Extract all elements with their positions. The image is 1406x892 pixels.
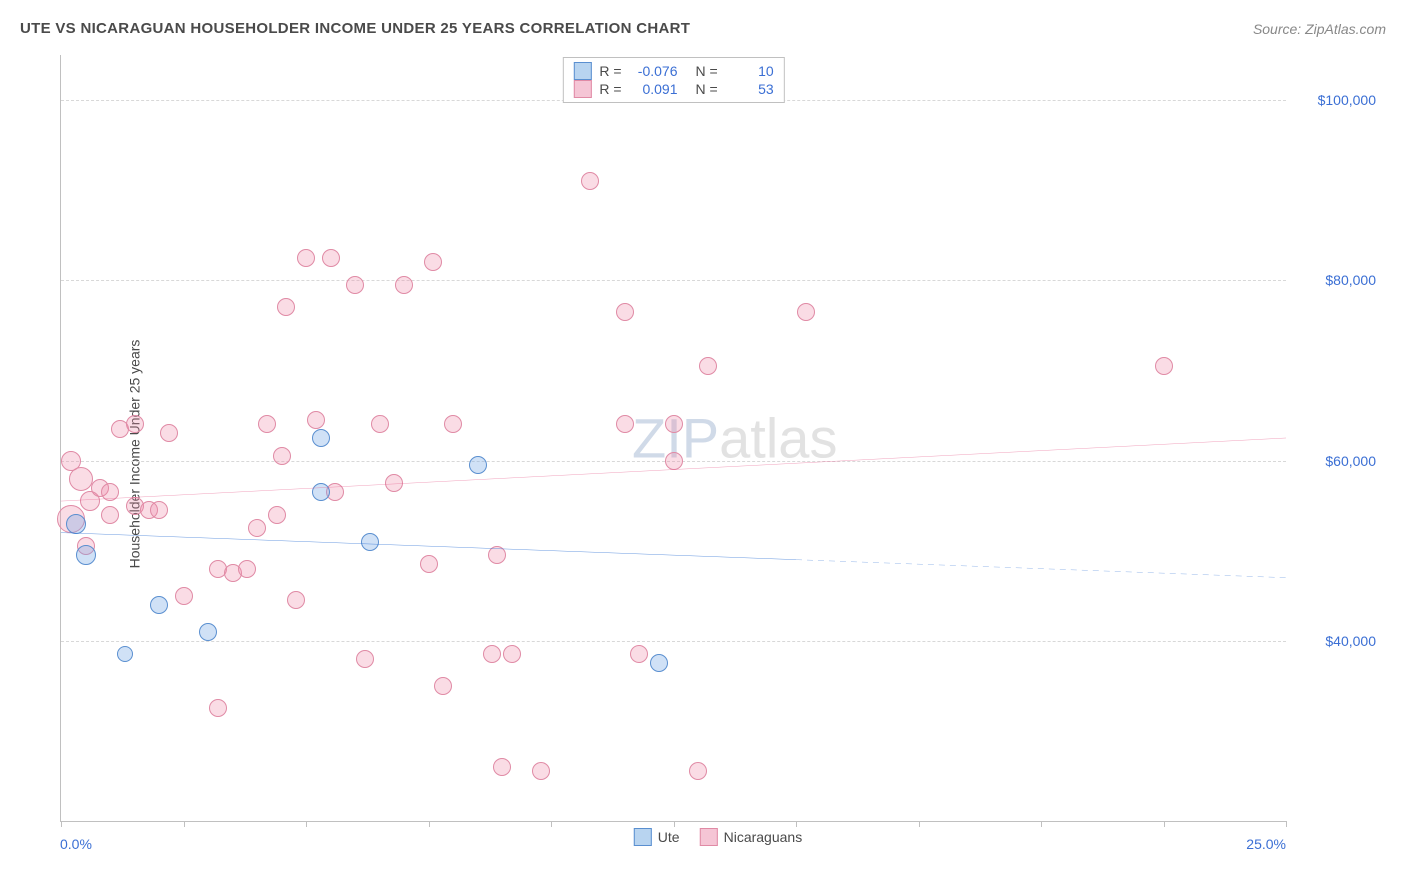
data-point	[322, 249, 340, 267]
legend-series-item: Ute	[634, 828, 680, 846]
data-point	[101, 506, 119, 524]
trend-line	[61, 438, 1286, 501]
data-point	[395, 276, 413, 294]
data-point	[277, 298, 295, 316]
data-point	[199, 623, 217, 641]
y-tick-label: $40,000	[1296, 633, 1376, 649]
data-point	[126, 415, 144, 433]
data-point	[483, 645, 501, 663]
legend-swatch	[573, 80, 591, 98]
data-point	[150, 596, 168, 614]
x-tick	[796, 821, 797, 827]
x-axis-min-label: 0.0%	[60, 836, 92, 852]
gridline	[61, 280, 1286, 281]
legend-correlation-row: R = 0.091 N = 53	[573, 80, 773, 98]
data-point	[689, 762, 707, 780]
data-point	[444, 415, 462, 433]
chart-container: Householder Income Under 25 years ZIPatl…	[50, 55, 1386, 852]
legend-n-value: 53	[726, 81, 774, 97]
data-point	[297, 249, 315, 267]
legend-r-label: R =	[599, 63, 621, 79]
chart-header: UTE VS NICARAGUAN HOUSEHOLDER INCOME UND…	[20, 20, 1386, 37]
y-tick-label: $60,000	[1296, 453, 1376, 469]
data-point	[665, 452, 683, 470]
legend-series-label: Ute	[658, 829, 680, 845]
trend-line	[796, 560, 1286, 578]
legend-r-value: -0.076	[630, 63, 678, 79]
data-point	[117, 646, 133, 662]
data-point	[616, 415, 634, 433]
x-tick	[1164, 821, 1165, 827]
data-point	[424, 253, 442, 271]
legend-correlation-row: R = -0.076 N = 10	[573, 62, 773, 80]
data-point	[273, 447, 291, 465]
legend-r-value: 0.091	[630, 81, 678, 97]
x-tick	[674, 821, 675, 827]
legend-n-value: 10	[726, 63, 774, 79]
data-point	[312, 483, 330, 501]
y-tick-label: $100,000	[1296, 92, 1376, 108]
x-tick	[184, 821, 185, 827]
data-point	[434, 677, 452, 695]
data-point	[361, 533, 379, 551]
data-point	[371, 415, 389, 433]
data-point	[160, 424, 178, 442]
x-tick	[1286, 821, 1287, 827]
plot-area: ZIPatlas R =-0.076N =10R =0.091N =53 $40…	[60, 55, 1286, 822]
data-point	[616, 303, 634, 321]
data-point	[699, 357, 717, 375]
data-point	[420, 555, 438, 573]
data-point	[248, 519, 266, 537]
correlation-legend: R = -0.076 N = 10 R = 0.091 N = 53	[562, 57, 784, 103]
data-point	[76, 545, 96, 565]
x-tick	[919, 821, 920, 827]
data-point	[650, 654, 668, 672]
legend-series-label: Nicaraguans	[724, 829, 803, 845]
data-point	[287, 591, 305, 609]
legend-swatch	[573, 62, 591, 80]
data-point	[385, 474, 403, 492]
data-point	[581, 172, 599, 190]
legend-swatch	[634, 828, 652, 846]
chart-source: Source: ZipAtlas.com	[1253, 21, 1386, 37]
x-tick	[306, 821, 307, 827]
x-tick	[551, 821, 552, 827]
data-point	[268, 506, 286, 524]
chart-title: UTE VS NICARAGUAN HOUSEHOLDER INCOME UND…	[20, 20, 690, 37]
legend-r-label: R =	[599, 81, 621, 97]
data-point	[312, 429, 330, 447]
data-point	[101, 483, 119, 501]
x-tick	[61, 821, 62, 827]
data-point	[209, 699, 227, 717]
data-point	[503, 645, 521, 663]
y-tick-label: $80,000	[1296, 272, 1376, 288]
data-point	[356, 650, 374, 668]
series-legend: Ute Nicaraguans	[634, 828, 802, 846]
data-point	[150, 501, 168, 519]
legend-swatch	[700, 828, 718, 846]
data-point	[346, 276, 364, 294]
data-point	[69, 467, 93, 491]
data-point	[488, 546, 506, 564]
x-tick	[1041, 821, 1042, 827]
data-point	[797, 303, 815, 321]
data-point	[238, 560, 256, 578]
x-axis-max-label: 25.0%	[1246, 836, 1286, 852]
legend-series-item: Nicaraguans	[700, 828, 803, 846]
legend-n-label: N =	[696, 63, 718, 79]
data-point	[307, 411, 325, 429]
data-point	[175, 587, 193, 605]
x-tick	[429, 821, 430, 827]
legend-n-label: N =	[696, 81, 718, 97]
data-point	[258, 415, 276, 433]
data-point	[665, 415, 683, 433]
data-point	[630, 645, 648, 663]
data-point	[469, 456, 487, 474]
data-point	[493, 758, 511, 776]
gridline	[61, 641, 1286, 642]
data-point	[532, 762, 550, 780]
data-point	[1155, 357, 1173, 375]
data-point	[66, 514, 86, 534]
